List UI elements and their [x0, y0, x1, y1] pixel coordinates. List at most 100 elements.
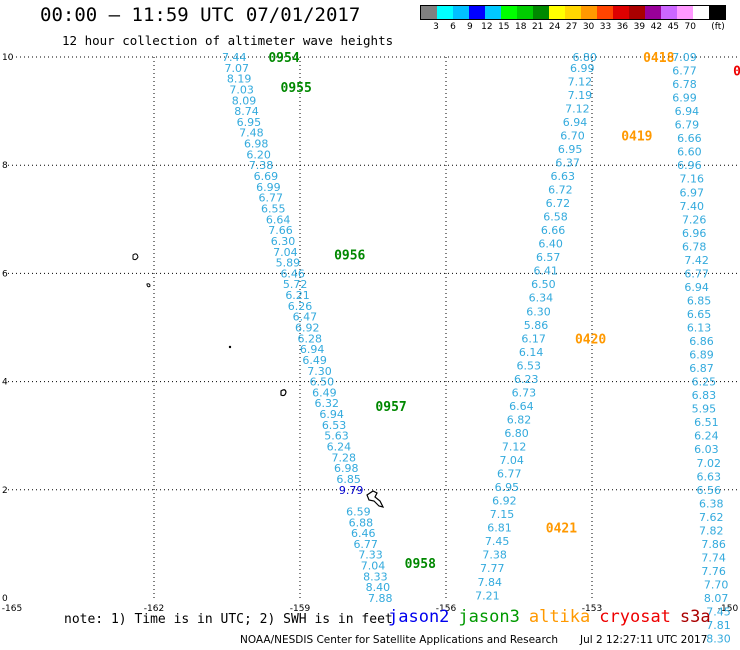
swh-reading: 6.92 — [295, 322, 320, 335]
swh-reading: 6.97 — [680, 186, 705, 199]
swh-reading: 6.30 — [526, 305, 551, 318]
swh-reading: 6.64 — [509, 400, 534, 413]
island-outline — [366, 490, 385, 508]
swh-reading: 7.28 — [332, 451, 357, 464]
lon-tick-label: -150 — [718, 604, 739, 614]
islands — [132, 253, 385, 508]
swh-reading: 6.66 — [677, 132, 702, 145]
swh-reading: 6.66 — [541, 224, 566, 237]
time-label: 0956 — [334, 248, 365, 263]
swh-reading: 6.28 — [297, 332, 322, 345]
swh-reading: 6.99 — [256, 181, 281, 194]
swh-reading: 7.66 — [268, 224, 293, 237]
swh-reading: 6.37 — [555, 156, 580, 169]
legend-swatch — [693, 6, 709, 19]
swh-reading: 7.38 — [249, 159, 274, 172]
legend-labels: 3 6 9 12 15 18 21 24 27 30 33 36 39 42 45 70 (ft) — [420, 20, 726, 34]
swh-reading: 6.96 — [682, 227, 707, 240]
legend-label: 24 — [548, 22, 561, 32]
time-label: 0418 — [643, 51, 674, 66]
swh-reading: 7.02 — [697, 457, 722, 470]
swh-reading: 6.95 — [495, 481, 520, 494]
lat-tick-label: 0 — [2, 594, 8, 604]
legend-label: 30 — [582, 22, 595, 32]
swh-reading: 6.77 — [259, 192, 284, 205]
swh-reading: 6.78 — [682, 240, 707, 253]
swh-reading: 6.77 — [684, 267, 709, 280]
axis-tick-labels: -165 -162 -159 -156 -153 -150 0 2 4 6 8 10 — [2, 53, 739, 614]
swh-reading: 7.33 — [358, 549, 383, 562]
swh-reading: 6.81 — [487, 522, 512, 535]
color-legend: 3 6 9 12 15 18 21 24 27 30 33 36 39 42 45 70 (ft) — [420, 5, 726, 34]
lat-tick-label: 6 — [2, 269, 8, 279]
lon-tick-label: -162 — [144, 604, 164, 614]
legend-swatch — [453, 6, 469, 19]
swh-reading: 7.84 — [478, 576, 503, 589]
swh-reading: 6.13 — [687, 322, 712, 335]
swh-reading: 7.45 — [485, 535, 510, 548]
swh-reading: 7.26 — [682, 213, 707, 226]
legend-swatch — [549, 6, 565, 19]
swh-reading: 7.88 — [368, 592, 393, 605]
swh-reading: 6.85 — [336, 473, 361, 486]
legend-label: 9 — [467, 22, 473, 32]
swh-reading: 7.19 — [568, 89, 593, 102]
swh-reading: 6.80 — [572, 51, 597, 64]
swh-reading: 7.04 — [361, 560, 386, 573]
swh-reading: 7.70 — [704, 578, 729, 591]
swh-reading: 7.86 — [701, 538, 726, 551]
swh-reading: 6.17 — [521, 332, 546, 345]
swh-reading: 6.92 — [492, 495, 517, 508]
legend-label: 42 — [650, 22, 663, 32]
swh-reading: 7.04 — [273, 246, 298, 259]
swh-reading: 6.59 — [346, 505, 371, 518]
legend-label: 21 — [531, 22, 544, 32]
swh-reading: 7.48 — [239, 127, 264, 140]
swh-reading: 6.60 — [677, 146, 702, 159]
swh-reading: 6.49 — [312, 386, 337, 399]
legend-label: 70 — [684, 22, 696, 32]
swh-reading: 7.30 — [307, 365, 332, 378]
page-subtitle: 12 hour collection of altimeter wave hei… — [62, 33, 394, 48]
legend-label: 27 — [565, 22, 578, 32]
swh-reading: 7.38 — [482, 549, 507, 562]
swh-reading: 6.20 — [246, 148, 271, 161]
swh-reading: 6.72 — [548, 184, 573, 197]
swh-reading: 6.32 — [315, 397, 340, 410]
swh-reading: 7.77 — [480, 562, 505, 575]
swh-reading: 7.15 — [490, 508, 515, 521]
swh-reading: 6.34 — [529, 292, 554, 305]
lon-tick-label: -159 — [290, 604, 311, 614]
swh-reading: 8.09 — [232, 94, 257, 107]
swh-reading: 6.98 — [334, 462, 359, 475]
swh-reading: 6.77 — [353, 538, 378, 551]
timestamp: Jul 2 12:27:11 UTC 2017 — [580, 634, 708, 646]
legend-label: 6 — [450, 22, 456, 32]
swh-reading: 6.69 — [254, 170, 279, 183]
swh-reading: 6.94 — [300, 343, 325, 356]
legend-label: 3 — [433, 22, 439, 32]
swh-reading: 7.62 — [699, 511, 724, 524]
satellite-legend-item: cryosat — [599, 607, 671, 627]
swh-reading: 7.42 — [684, 254, 709, 267]
swh-reading: 6.94 — [675, 105, 700, 118]
swh-reading: 6.55 — [261, 202, 286, 215]
legend-swatch — [645, 6, 661, 19]
swh-readings: 7.447.078.197.038.098.746.957.486.986.20… — [222, 51, 731, 646]
legend-swatch — [485, 6, 501, 19]
swh-reading: 6.85 — [687, 294, 712, 307]
legend-label: 18 — [515, 22, 527, 32]
legend-label: 15 — [498, 22, 510, 32]
legend-swatch — [677, 6, 693, 19]
swh-reading: 6.63 — [551, 170, 576, 183]
swh-reading: 6.21 — [285, 289, 310, 302]
swh-reading: 6.50 — [310, 376, 335, 389]
swh-reading: 6.99 — [570, 62, 595, 75]
swh-reading: 7.76 — [701, 565, 726, 578]
swh-reading: 8.40 — [366, 581, 391, 594]
swh-reading: 6.83 — [692, 389, 717, 402]
swh-reading: 7.16 — [680, 173, 705, 186]
swh-reading: 6.25 — [692, 376, 717, 389]
time-label: 0957 — [375, 400, 406, 415]
swh-reading: 9.79 — [339, 484, 364, 497]
